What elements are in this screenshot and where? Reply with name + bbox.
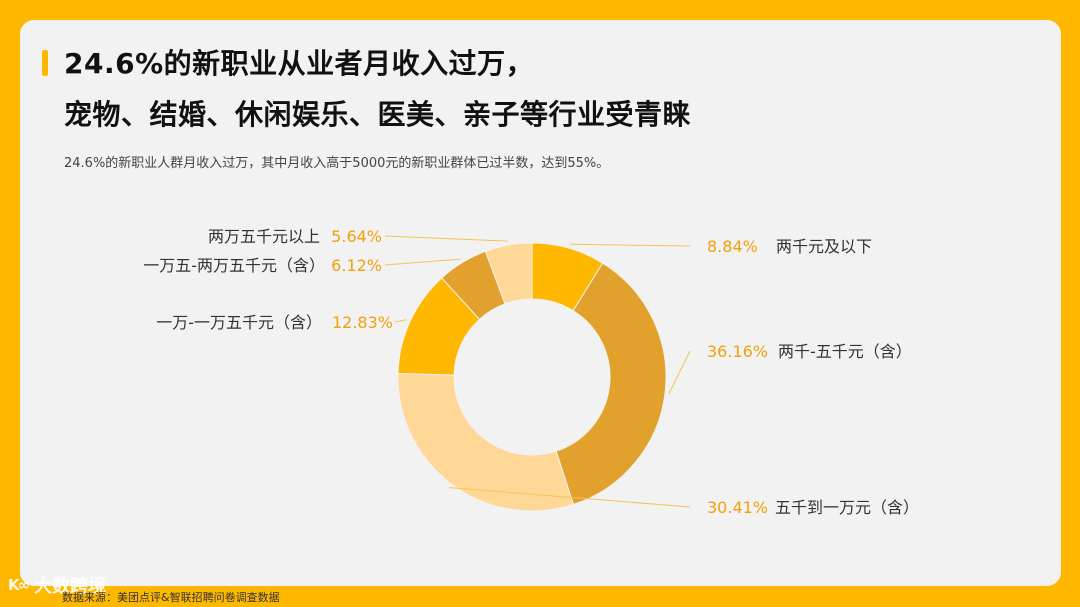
category-label-15k-25k: 一万五-两万五千元（含） [143, 256, 325, 275]
data-label-15k-25k: 6.12% [331, 256, 382, 275]
watermark-text: 大数跨境 [34, 576, 107, 597]
watermark: K∞ 大数跨境 [8, 572, 106, 598]
page-subtitle: 24.6%的新职业人群月收入过万，其中月收入高于5000元的新职业群体已过半数，… [64, 156, 610, 171]
leader-line-gt-25k [384, 235, 508, 242]
leader-line-2k-5k [668, 350, 691, 394]
category-label-lte-2k: 两千元及以下 [776, 237, 872, 256]
leader-line-lte-2k [569, 243, 691, 247]
leader-line-10k-15k [394, 319, 407, 323]
category-label-10k-15k: 一万-一万五千元（含） [156, 313, 322, 332]
title-accent-bar [42, 50, 48, 76]
category-label-gt-25k: 两万五千元以上 [208, 227, 320, 246]
data-label-gt-25k: 5.64% [331, 227, 382, 246]
leader-line-15k-25k [384, 258, 461, 266]
data-label-2k-5k: 36.16% [707, 342, 768, 361]
page-title-line-2: 宠物、结婚、休闲娱乐、医美、亲子等行业受青睐 [64, 98, 692, 131]
leader-line-5k-10k [449, 487, 691, 508]
category-label-5k-10k: 五千到一万元（含） [775, 498, 919, 517]
page-title-line-1: 24.6%的新职业从业者月收入过万， [64, 47, 535, 80]
data-label-10k-15k: 12.83% [332, 313, 393, 332]
data-label-lte-2k: 8.84% [707, 237, 758, 256]
watermark-logo-icon: K∞ [8, 576, 30, 594]
donut-slice-2k-5k [555, 262, 667, 506]
donut-slice-gt-25k [484, 242, 533, 305]
donut-slice-5k-10k [397, 373, 575, 512]
data-label-5k-10k: 30.41% [707, 498, 768, 517]
category-label-2k-5k: 两千-五千元（含） [778, 342, 912, 361]
data-source: 数据来源：美团点评&智联招聘问卷调查数据 [62, 591, 280, 604]
